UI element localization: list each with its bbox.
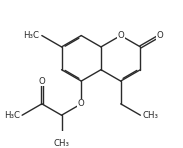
Text: H₃C: H₃C xyxy=(23,31,39,40)
Text: H₃C: H₃C xyxy=(5,111,20,120)
Text: O: O xyxy=(117,31,124,40)
Text: O: O xyxy=(78,99,85,108)
Text: O: O xyxy=(157,31,163,40)
Text: CH₃: CH₃ xyxy=(54,139,70,148)
Text: CH₃: CH₃ xyxy=(142,111,158,120)
Text: O: O xyxy=(38,77,45,86)
